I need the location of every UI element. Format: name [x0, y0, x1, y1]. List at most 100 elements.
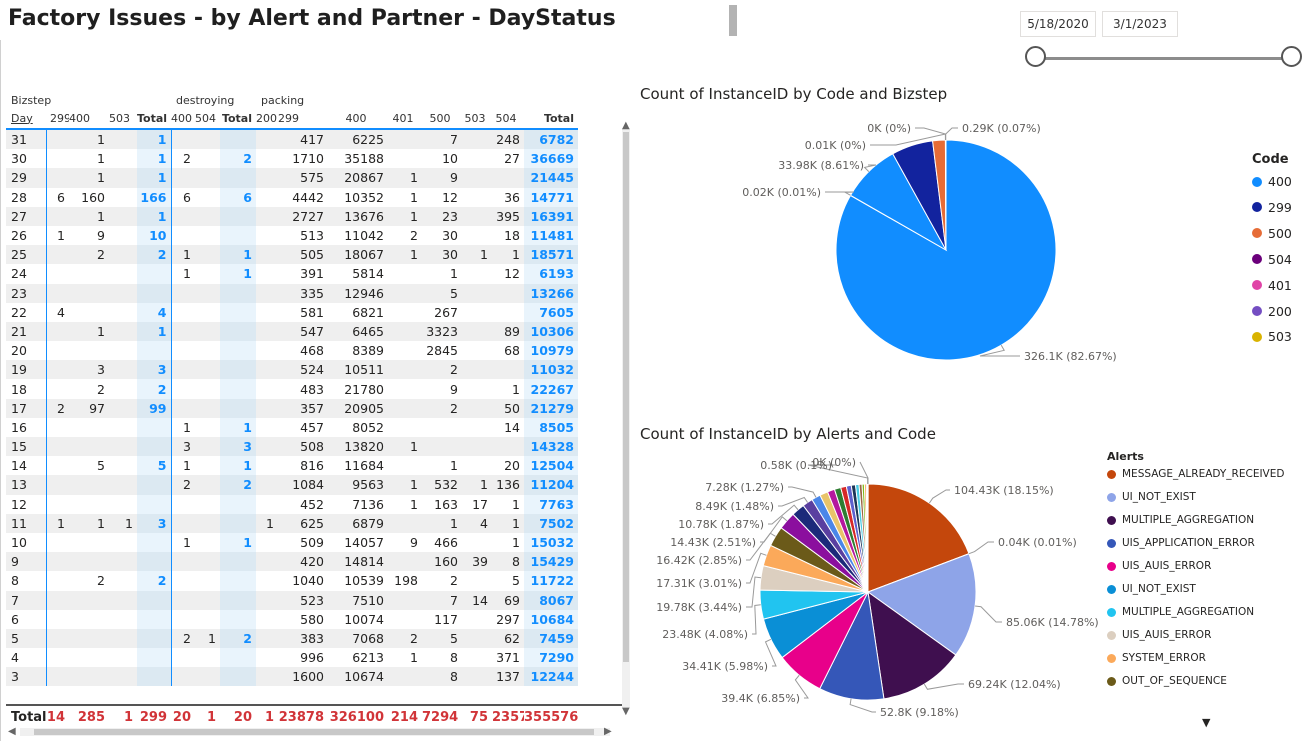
table-row[interactable]: 9 420 14814 160 39 8 15429 [6, 552, 578, 572]
table-row[interactable]: 10 1 1 509 14057 9 466 1 15032 [6, 532, 578, 553]
table-row[interactable]: 16 1 1 457 8052 14 8505 [6, 417, 578, 437]
table-cell: 2 [137, 379, 171, 399]
legend-item[interactable]: 500 [1252, 226, 1292, 241]
table-row[interactable]: 24 1 1 391 5814 1 12 6193 [6, 264, 578, 284]
matrix-column-header[interactable]: Total [137, 108, 171, 130]
table-row[interactable]: 4 996 6213 1 8 371 7290 [6, 648, 578, 668]
matrix-column-header[interactable]: 200 [256, 108, 278, 130]
leader-line [746, 532, 776, 561]
table-row[interactable]: 3 1600 10674 8 137 12244 [6, 667, 578, 687]
table-cell: 2 [220, 149, 256, 169]
table-cell [220, 398, 256, 418]
matrix-column-header[interactable]: 400 [69, 108, 109, 130]
matrix-column-header[interactable]: Total [524, 108, 578, 130]
table-row[interactable]: 29 1 1 575 20867 1 9 21445 [6, 168, 578, 188]
matrix-column-header[interactable]: 401 [388, 108, 422, 130]
table-row[interactable]: 28 6 160 166 6 6 4442 10352 1 12 36 14771 [6, 187, 578, 207]
legend-item[interactable]: MULTIPLE_AGGREGATION [1107, 514, 1254, 526]
table-cell [109, 610, 137, 629]
table-row[interactable]: 7 523 7510 7 14 69 8067 [6, 590, 578, 610]
table-row[interactable]: 14 5 5 1 1 816 11684 1 20 12504 [6, 456, 578, 476]
table-cell: 12504 [524, 456, 578, 476]
table-row[interactable]: 25 2 2 1 1 505 18067 1 30 1 1 18571 [6, 245, 578, 265]
legend-more-icon[interactable]: ▼ [1202, 716, 1211, 729]
table-row[interactable]: 5 2 1 2 383 7068 2 5 62 7459 [6, 628, 578, 649]
legend-item[interactable]: OUT_OF_SEQUENCE [1107, 675, 1227, 687]
pie-chart-code-bizstep[interactable]: 326.1K (82.67%) 0.02K (0.01%) 33.98K (8.61… [636, 108, 1236, 383]
matrix-column-header[interactable]: 504 [195, 108, 220, 130]
legend-item[interactable]: 504 [1252, 252, 1292, 267]
table-row[interactable]: 27 1 1 2727 13676 1 23 395 16391 [6, 206, 578, 226]
table-cell: 69 [492, 590, 524, 610]
legend-item[interactable]: 503 [1252, 329, 1292, 344]
table-row[interactable]: 21 1 1 547 6465 3323 89 10306 [6, 321, 578, 342]
legend-label: OUT_OF_SEQUENCE [1122, 675, 1227, 687]
scroll-right-icon[interactable]: ▶ [604, 726, 612, 737]
table-row[interactable]: 20 468 8389 2845 68 10979 [6, 341, 578, 361]
table-row[interactable]: 31 1 1 417 6225 7 248 6782 [6, 129, 578, 150]
matrix-table[interactable]: BizstepdestroyingpackingDay299400503Tota… [6, 92, 622, 728]
pie-chart-alerts-code[interactable]: 104.43K (18.15%) 0.04K (0.01%) 85.06K (14.… [636, 450, 1106, 730]
table-row[interactable]: 23 335 12946 5 13266 [6, 283, 578, 303]
scroll-up-icon[interactable]: ▲ [622, 120, 630, 131]
table-row[interactable]: 30 1 1 2 2 1710 35188 10 27 36669 [6, 149, 578, 169]
matrix-horizontal-scrollbar[interactable] [20, 728, 610, 736]
table-cell: 11042 [344, 228, 384, 244]
row-day-label: 18 [6, 379, 47, 399]
end-date-input[interactable]: 3/1/2023 [1102, 11, 1178, 37]
legend-item[interactable]: 400 [1252, 174, 1292, 189]
table-row[interactable]: 11 1 1 1 3 1 625 6879 1 4 1 7502 [6, 513, 578, 533]
table-cell [388, 456, 422, 475]
matrix-column-header[interactable]: 299 [46, 108, 69, 130]
legend-item[interactable]: UI_NOT_EXIST [1107, 583, 1196, 595]
legend-item[interactable]: UIS_AUIS_ERROR [1107, 629, 1211, 641]
table-cell [170, 571, 195, 591]
matrix-column-header[interactable]: 503 [109, 108, 137, 130]
matrix-column-header[interactable]: 400 [171, 108, 195, 130]
legend-item[interactable]: 401 [1252, 278, 1292, 293]
date-slider-start-handle[interactable] [1025, 46, 1046, 67]
table-cell [256, 283, 278, 303]
table-cell: 2 [97, 573, 105, 589]
legend-item[interactable]: SYSTEM_ERROR [1107, 652, 1206, 664]
table-row[interactable]: 8 2 2 1040 10539 198 2 5 11722 [6, 571, 578, 591]
matrix-column-header[interactable]: Day [6, 108, 46, 130]
matrix-column-header[interactable]: 500 [422, 108, 462, 130]
table-row[interactable]: 15 3 3 508 13820 1 14328 [6, 437, 578, 457]
table-row[interactable]: 17 2 97 99 357 20905 2 50 21279 [6, 398, 578, 418]
date-slider-end-handle[interactable] [1281, 46, 1302, 67]
matrix-vertical-scrollbar[interactable] [622, 128, 630, 708]
matrix-column-header[interactable]: Total [220, 108, 256, 130]
table-row[interactable]: 22 4 4 581 6821 267 7605 [6, 302, 578, 322]
legend-item[interactable]: MULTIPLE_AGGREGATION [1107, 606, 1254, 618]
date-slider-track[interactable] [1036, 57, 1292, 60]
matrix-column-header[interactable]: 504 [492, 108, 524, 130]
table-row[interactable]: 18 2 2 483 21780 9 1 22267 [6, 379, 578, 399]
table-row[interactable]: 12 452 7136 1 163 17 1 7763 [6, 494, 578, 514]
legend-item[interactable]: UIS_APPLICATION_ERROR [1107, 537, 1255, 549]
matrix-column-header[interactable]: 503 [462, 108, 492, 130]
table-cell: 21780 [344, 381, 384, 397]
table-cell: 7510 [328, 590, 388, 610]
table-cell [137, 475, 171, 495]
leader-line [760, 516, 788, 543]
legend-item[interactable]: 299 [1252, 200, 1292, 215]
table-row[interactable]: 26 1 9 10 513 11042 2 30 18 11481 [6, 225, 578, 246]
table-cell: 523 [278, 590, 328, 610]
table-row[interactable]: 19 3 3 524 10511 2 11032 [6, 360, 578, 380]
legend-item[interactable]: UI_NOT_EXIST [1107, 491, 1196, 503]
legend-item[interactable]: UIS_AUIS_ERROR [1107, 560, 1211, 572]
pie-slice[interactable] [866, 553, 977, 656]
matrix-column-header[interactable]: 299 [278, 108, 328, 130]
pie-slice[interactable] [944, 139, 947, 251]
scroll-left-icon[interactable]: ◀ [8, 726, 16, 737]
legend-item[interactable]: 200 [1252, 304, 1292, 319]
matrix-column-header[interactable]: 400 [328, 108, 388, 130]
start-date-input[interactable]: 5/18/2020 [1020, 11, 1096, 37]
scroll-down-icon[interactable]: ▼ [622, 706, 630, 717]
legend-item[interactable]: MESSAGE_ALREADY_RECEIVED [1107, 468, 1284, 480]
table-row[interactable]: 6 580 10074 117 297 10684 [6, 609, 578, 629]
table-cell: 1 [388, 206, 422, 226]
table-cell: 2 [450, 573, 458, 589]
table-row[interactable]: 13 2 2 1084 9563 1 532 1 136 11204 [6, 475, 578, 495]
